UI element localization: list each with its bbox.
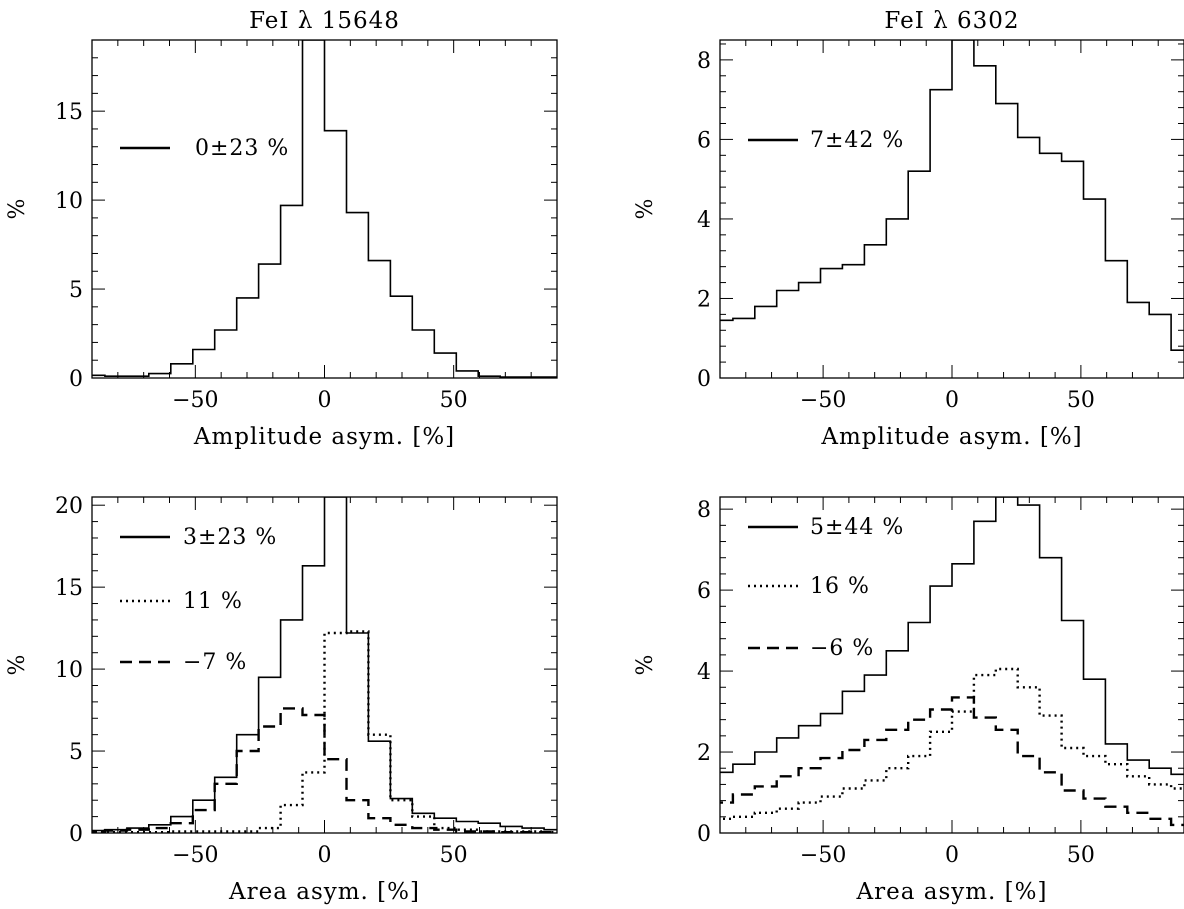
series-solid-line bbox=[92, 40, 557, 378]
chart-title: FeI λ 15648 bbox=[249, 8, 400, 34]
y-tick-label: 2 bbox=[697, 287, 711, 312]
x-tick-label: −50 bbox=[800, 388, 846, 413]
y-tick-label: 8 bbox=[697, 498, 711, 523]
series-dotted-line bbox=[92, 630, 557, 833]
panel-1: −50 0 50 0 5 10 15 FeI λ 15648 Amplitude asym. [… bbox=[5, 8, 558, 450]
y-tick-label: 0 bbox=[69, 822, 83, 847]
panel-3: −50 0 50 0 5 10 15 20 Area asym. [%]% 3±23 % 11 % −… bbox=[5, 494, 558, 905]
y-tick-label: 10 bbox=[55, 189, 83, 214]
legend-label: 7±42 % bbox=[810, 128, 904, 153]
x-tick-label: 0 bbox=[945, 388, 959, 413]
x-tick-label: −50 bbox=[172, 843, 218, 868]
x-axis-label: Area asym. [%] bbox=[228, 879, 420, 905]
x-tick-label: 50 bbox=[1067, 843, 1095, 868]
y-tick-label: 5 bbox=[69, 278, 83, 303]
legend-label: 5±44 % bbox=[810, 515, 904, 540]
legend-label: 3±23 % bbox=[183, 525, 277, 550]
plot-frame bbox=[719, 39, 1184, 379]
y-tick-label: 6 bbox=[697, 579, 711, 604]
legend-label: −7 % bbox=[183, 650, 247, 675]
series-solid-line bbox=[720, 40, 1184, 351]
y-tick-label: 15 bbox=[55, 100, 83, 125]
x-tick-label: 0 bbox=[318, 388, 332, 413]
series-dotted-line bbox=[720, 667, 1184, 820]
x-axis-label: Amplitude asym. [%] bbox=[193, 424, 455, 450]
y-tick-label: 10 bbox=[55, 658, 83, 683]
y-tick-label: 8 bbox=[697, 49, 711, 74]
y-tick-label: 4 bbox=[697, 660, 711, 685]
y-tick-label: 4 bbox=[697, 208, 711, 233]
y-tick-label: 5 bbox=[69, 740, 83, 765]
y-tick-label: 0 bbox=[697, 367, 711, 392]
x-tick-label: 50 bbox=[1067, 388, 1095, 413]
x-axis-label: Area asym. [%] bbox=[856, 879, 1048, 905]
x-tick-label: −50 bbox=[800, 843, 846, 868]
series-dashed-line bbox=[92, 707, 557, 833]
x-tick-label: 0 bbox=[945, 843, 959, 868]
panel-4: −50 0 50 0 2 4 6 8 Area asym. [%]% 5±44 % 16 % −6 % bbox=[633, 496, 1184, 905]
legend-label: 11 % bbox=[183, 589, 243, 614]
chart-title: FeI λ 6302 bbox=[884, 8, 1019, 34]
y-axis-label: % bbox=[633, 655, 658, 676]
y-axis-label: % bbox=[633, 199, 658, 220]
legend-label: −6 % bbox=[810, 636, 874, 661]
y-tick-label: 0 bbox=[69, 367, 83, 392]
x-tick-label: −50 bbox=[172, 388, 218, 413]
x-tick-label: 0 bbox=[318, 843, 332, 868]
y-tick-label: 2 bbox=[697, 741, 711, 766]
y-tick-label: 20 bbox=[55, 494, 83, 519]
legend-label: 16 % bbox=[810, 574, 870, 599]
x-axis-label: Amplitude asym. [%] bbox=[820, 424, 1082, 450]
series-solid-line bbox=[720, 497, 1184, 776]
y-tick-label: 6 bbox=[697, 128, 711, 153]
x-tick-label: 50 bbox=[440, 843, 468, 868]
y-axis-label: % bbox=[5, 199, 30, 220]
series-dashed-line bbox=[720, 696, 1184, 827]
y-axis-label: % bbox=[5, 655, 30, 676]
y-tick-label: 15 bbox=[55, 576, 83, 601]
plot-frame bbox=[719, 496, 1184, 834]
panel-2: −50 0 50 0 2 4 6 8 FeI λ 6302 Amplitude asym. [%]… bbox=[633, 8, 1184, 450]
y-tick-label: 0 bbox=[697, 822, 711, 847]
legend-label: 0±23 % bbox=[195, 136, 289, 161]
x-tick-label: 50 bbox=[440, 388, 468, 413]
